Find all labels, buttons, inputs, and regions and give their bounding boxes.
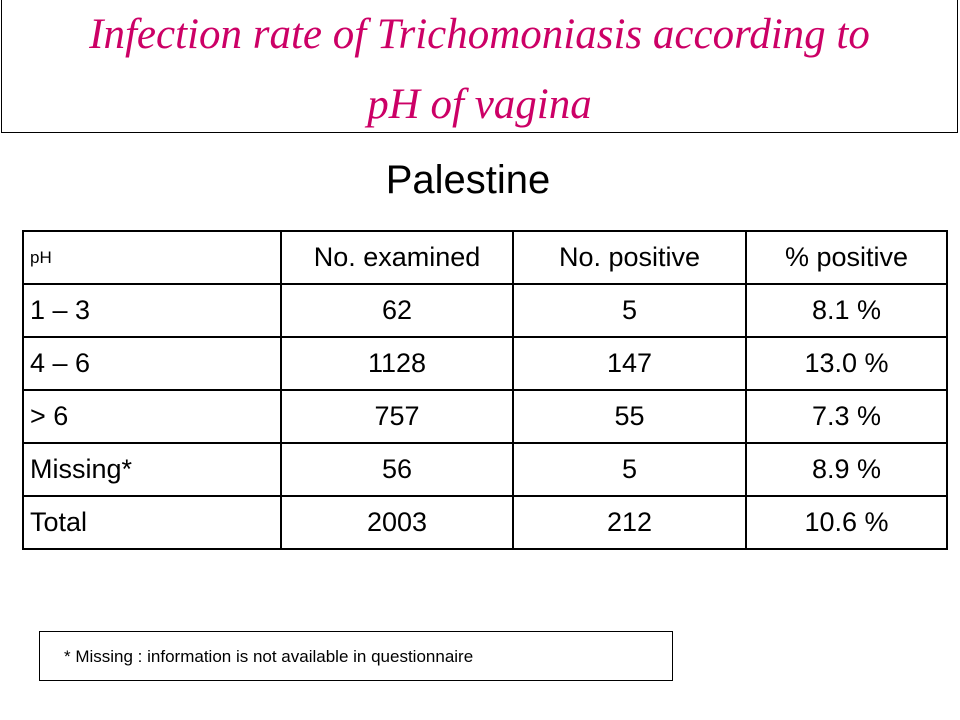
cell-no-examined: 1128	[280, 336, 514, 391]
title-line-1: Infection rate of Trichomoniasis accordi…	[89, 11, 870, 58]
title-box: Infection rate of Trichomoniasis accordi…	[1, 0, 958, 133]
row-label: 4 – 6	[22, 336, 282, 391]
table-row: Missing* 56 5 8.9 %	[22, 442, 948, 497]
row-label: Total	[22, 495, 282, 550]
header-no-positive: No. positive	[512, 230, 747, 285]
title-line-2: pH of vagina	[367, 81, 592, 128]
footnote: * Missing : information is not available…	[39, 631, 673, 681]
cell-percent-positive: 7.3 %	[745, 389, 948, 444]
subtitle: Palestine	[385, 158, 551, 202]
cell-percent-positive: 8.1 %	[745, 283, 948, 338]
table-row: > 6 757 55 7.3 %	[22, 389, 948, 444]
cell-no-positive: 212	[512, 495, 747, 550]
table-header-row: pH No. examined No. positive % positive	[22, 230, 948, 285]
cell-no-examined: 56	[280, 442, 514, 497]
cell-no-examined: 757	[280, 389, 514, 444]
cell-no-examined: 62	[280, 283, 514, 338]
cell-no-positive: 5	[512, 283, 747, 338]
infection-rate-table: pH No. examined No. positive % positive …	[22, 230, 948, 550]
page-title: Infection rate of Trichomoniasis accordi…	[2, 0, 957, 140]
row-label: 1 – 3	[22, 283, 282, 338]
row-label: Missing*	[22, 442, 282, 497]
row-label: > 6	[22, 389, 282, 444]
header-ph: pH	[22, 230, 282, 285]
cell-percent-positive: 8.9 %	[745, 442, 948, 497]
header-no-examined: No. examined	[280, 230, 514, 285]
cell-no-positive: 147	[512, 336, 747, 391]
cell-no-positive: 55	[512, 389, 747, 444]
cell-no-examined: 2003	[280, 495, 514, 550]
header-percent-positive: % positive	[745, 230, 948, 285]
cell-percent-positive: 10.6 %	[745, 495, 948, 550]
table-row: 4 – 6 1128 147 13.0 %	[22, 336, 948, 391]
cell-percent-positive: 13.0 %	[745, 336, 948, 391]
table-row-total: Total 2003 212 10.6 %	[22, 495, 948, 550]
table-row: 1 – 3 62 5 8.1 %	[22, 283, 948, 338]
cell-no-positive: 5	[512, 442, 747, 497]
